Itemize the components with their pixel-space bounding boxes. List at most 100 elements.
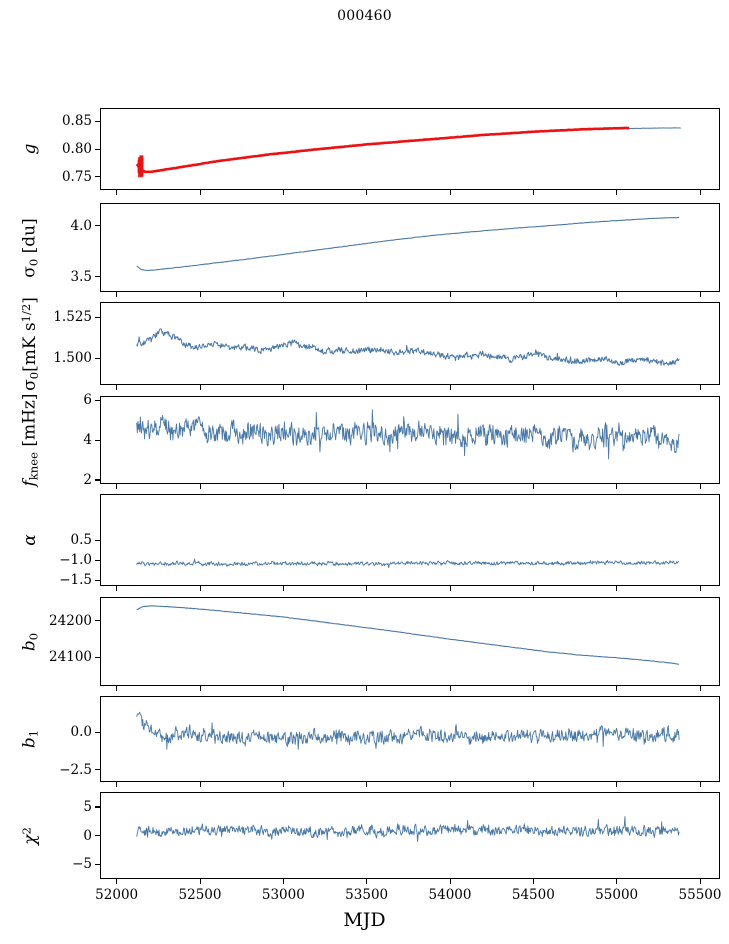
plot-panel-sigma-0-mk-s-1-2-	[100, 302, 720, 385]
y-tick-mark	[95, 806, 100, 808]
series-b1	[137, 712, 679, 749]
x-tick-mark	[616, 484, 618, 489]
x-tick-mark	[449, 879, 451, 884]
y-tick-mark	[95, 148, 100, 150]
y-tick-label: 4.0	[70, 217, 92, 234]
x-tick-mark	[449, 385, 451, 390]
x-tick-mark	[282, 782, 284, 787]
y-tick-mark	[95, 276, 100, 278]
x-tick-mark	[199, 292, 201, 297]
x-tick-mark	[616, 879, 618, 884]
x-tick-mark	[366, 292, 368, 297]
x-tick-mark	[699, 484, 701, 489]
x-tick-label: 52000	[95, 887, 139, 903]
x-tick-mark	[699, 879, 701, 884]
y-tick-label: 0	[83, 827, 92, 844]
x-tick-mark	[532, 686, 534, 691]
x-tick-mark	[282, 686, 284, 691]
x-tick-mark	[366, 586, 368, 591]
y-tick-mark	[95, 120, 100, 122]
y-tick-mark	[95, 769, 100, 771]
y-tick-mark	[95, 835, 100, 837]
y-tick-mark	[95, 656, 100, 659]
x-tick-label: 55000	[595, 887, 639, 903]
y-tick-label: 24200	[49, 612, 92, 629]
series-f-knee	[137, 410, 679, 459]
x-tick-mark	[449, 686, 451, 691]
x-tick-mark	[616, 586, 618, 591]
y-tick-label: 6	[83, 392, 92, 409]
y-tick-label: 1.500	[53, 350, 92, 367]
x-tick-mark	[199, 190, 201, 195]
y-tick-label: 4	[83, 432, 92, 448]
y-axis-label-b-0: b0	[19, 632, 41, 651]
x-tick-mark	[449, 782, 451, 787]
x-tick-mark	[282, 586, 284, 591]
y-axis-label-f-knee-mhz-: fknee [mHz]	[19, 393, 41, 487]
plot-panel-b-1	[100, 696, 720, 782]
y-tick-mark	[95, 731, 100, 733]
y-axis-label-g: g	[20, 143, 40, 155]
x-tick-mark	[449, 292, 451, 297]
y-tick-label: −5	[72, 856, 92, 873]
x-axis-title: MJD	[343, 909, 386, 931]
series-chi2	[137, 817, 679, 842]
y-tick-mark	[95, 539, 100, 541]
plot-panel-f-knee-mhz-	[100, 396, 720, 484]
x-tick-label: 54000	[428, 887, 472, 903]
x-tick-mark	[699, 190, 701, 195]
x-tick-mark	[699, 686, 701, 691]
x-tick-mark	[366, 484, 368, 489]
x-tick-mark	[199, 686, 201, 691]
x-tick-label: 54500	[511, 887, 555, 903]
x-tick-mark	[699, 292, 701, 297]
series-sigma0-mK	[137, 329, 679, 365]
x-tick-mark	[282, 190, 284, 195]
x-tick-mark	[282, 385, 284, 390]
y-tick-label: 24100	[49, 649, 92, 666]
x-tick-mark	[449, 484, 451, 489]
x-tick-mark	[449, 190, 451, 195]
x-tick-mark	[116, 484, 118, 489]
x-tick-mark	[532, 190, 534, 195]
x-tick-mark	[366, 782, 368, 787]
x-tick-mark	[282, 879, 284, 884]
y-tick-label: 1.525	[53, 309, 92, 326]
y-axis-label-sigma-0-mk-s-1-2-: σ0[mK s1/2]	[18, 296, 42, 391]
x-tick-mark	[366, 879, 368, 884]
x-tick-mark	[116, 385, 118, 390]
y-axis-label-chi-2: χ2	[19, 826, 41, 845]
plot-panel-sigma-0-du-	[100, 203, 720, 292]
x-tick-mark	[699, 586, 701, 591]
x-tick-mark	[366, 686, 368, 691]
series-sigma0-du	[137, 217, 679, 270]
y-axis-label-b-1: b1	[19, 729, 41, 749]
plot-panel-g	[100, 108, 720, 190]
x-tick-mark	[366, 190, 368, 195]
x-tick-label: 53500	[345, 887, 389, 903]
y-tick-mark	[95, 357, 100, 359]
y-tick-label: 5	[83, 798, 92, 815]
x-tick-mark	[116, 686, 118, 691]
figure-title: 000460	[337, 8, 392, 24]
plot-panel-chi-2	[100, 792, 720, 879]
x-tick-mark	[532, 292, 534, 297]
x-tick-mark	[532, 782, 534, 787]
series-gain-blue	[137, 128, 681, 173]
y-tick-mark	[95, 620, 100, 622]
y-tick-label: 0.75	[61, 168, 92, 185]
plot-panel-alpha	[100, 494, 720, 586]
y-tick-label: 0.80	[61, 141, 92, 157]
x-tick-mark	[199, 782, 201, 787]
x-tick-mark	[116, 292, 118, 297]
y-tick-mark	[95, 225, 100, 227]
y-axis-label-alpha: α	[20, 534, 40, 546]
x-tick-mark	[532, 385, 534, 390]
x-tick-mark	[116, 586, 118, 591]
x-tick-mark	[282, 292, 284, 297]
series-b0	[137, 606, 679, 664]
series-gain-red	[137, 128, 630, 172]
series-alpha	[137, 559, 679, 568]
x-tick-mark	[282, 484, 284, 489]
x-tick-label: 53000	[261, 887, 305, 903]
